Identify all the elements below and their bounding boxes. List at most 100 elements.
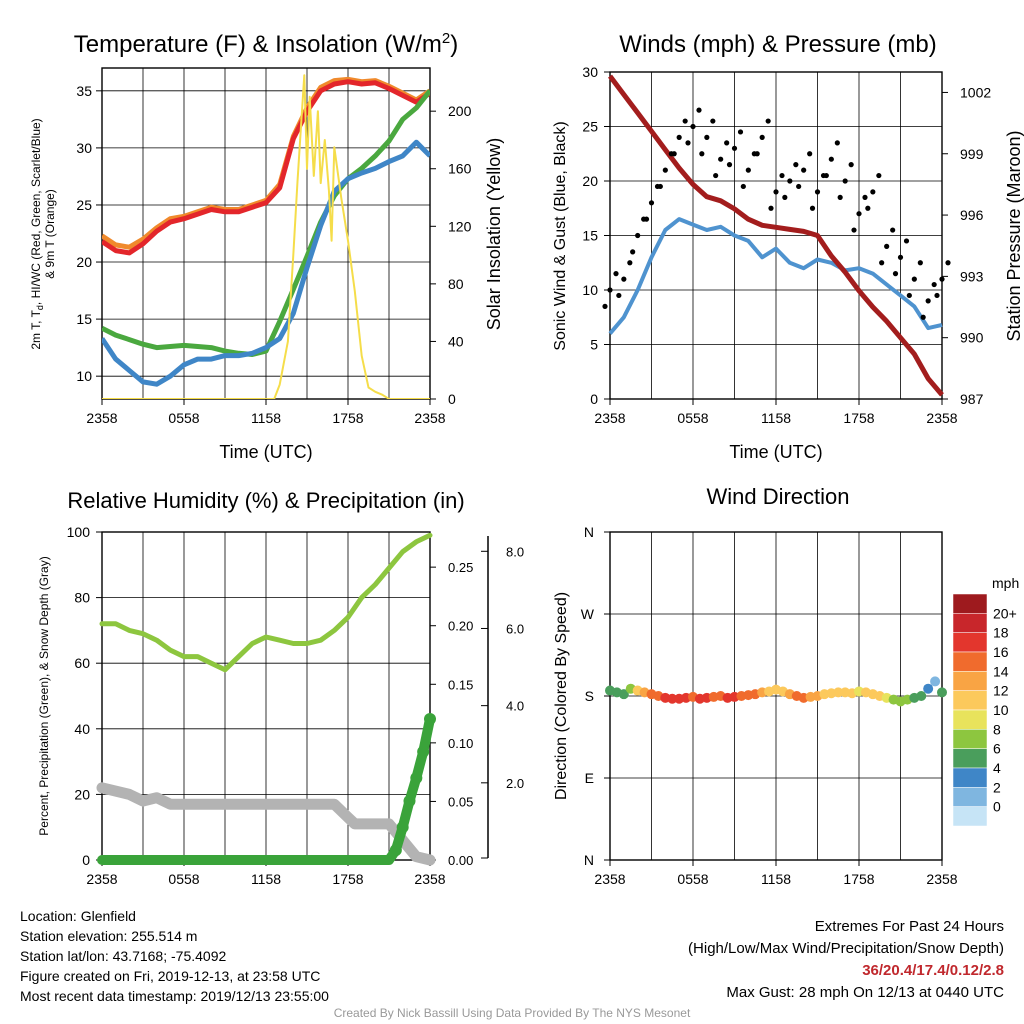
y-axis-title: Sonic Wind & Gust (Blue, Black)	[552, 121, 569, 350]
gust-point	[796, 183, 802, 190]
gust-point	[890, 227, 896, 233]
y-axis-title: Direction (Colored By Speed)	[553, 592, 570, 800]
gust-point	[787, 178, 793, 184]
snow-tick-label: 6.0	[506, 621, 524, 636]
precip-point	[410, 772, 423, 784]
x-tick-label: 2358	[594, 410, 625, 426]
y-tick-label: 60	[74, 655, 90, 671]
y-axis-title-2: & 9m T (Orange)	[43, 189, 57, 279]
gust-point	[635, 232, 641, 239]
gust-point	[793, 162, 799, 168]
colorbar-label: 18	[993, 625, 1009, 641]
gust-point	[696, 107, 702, 113]
y2-tick-label: 160	[448, 161, 472, 177]
gust-point	[648, 200, 655, 206]
direction-point	[923, 683, 934, 694]
precip-tick-label: 0.10	[448, 736, 473, 751]
direction-point	[667, 693, 678, 704]
precip-tick-label: 0.20	[448, 619, 473, 634]
y-tick-label: 80	[74, 590, 90, 606]
gust-point	[726, 162, 733, 168]
y-tick-label: N	[584, 524, 594, 540]
gust-point	[630, 249, 636, 255]
colorbar-swatch	[952, 787, 988, 807]
colorbar-swatch	[952, 613, 988, 633]
gust-point	[779, 172, 785, 179]
station-info: Location: Glenfield Station elevation: 2…	[20, 906, 329, 1006]
colorbar-label: 0	[993, 799, 1001, 815]
x-tick-label: 1158	[251, 410, 281, 426]
colorbar-label: 6	[993, 741, 1001, 757]
gust-point	[613, 271, 619, 277]
snow-tick-label: 2.0	[506, 776, 524, 791]
direction-point	[916, 691, 927, 701]
series-line-1	[99, 532, 433, 673]
y-tick-label: 20	[76, 254, 92, 270]
y2-tick-label: 40	[448, 333, 464, 349]
gust-point	[814, 189, 821, 195]
gust-point	[851, 227, 857, 233]
gust-point	[740, 183, 746, 190]
gust-point	[685, 140, 691, 146]
precip-tick-label: 0.15	[448, 677, 473, 692]
colorbar-title: mph	[992, 575, 1019, 591]
x-tick-label: 2358	[926, 410, 957, 426]
y-tick-label: N	[584, 852, 594, 868]
recent-text: Most recent data timestamp: 2019/12/13 2…	[20, 988, 329, 1004]
x-tick-label: 0558	[677, 871, 708, 887]
y-tick-label: 25	[582, 119, 598, 135]
gust-point	[897, 254, 904, 260]
gust-point	[809, 205, 816, 211]
y-tick-label: 5	[590, 337, 598, 353]
y-tick-label: E	[585, 770, 594, 786]
precip-tick-label: 0.25	[448, 560, 473, 575]
y2-tick-label: 120	[448, 218, 472, 234]
gust-point	[925, 298, 931, 304]
colorbar-swatch	[952, 806, 988, 827]
x-tick-label: 1758	[843, 871, 874, 887]
gust-point	[759, 134, 765, 140]
y2-tick-label: 1002	[960, 84, 991, 100]
series-line-3	[97, 714, 435, 865]
y-tick-label: W	[581, 606, 595, 622]
x-axis-title: Time (UTC)	[219, 442, 312, 462]
gust-point	[823, 172, 829, 179]
y-tick-label: 15	[582, 228, 598, 244]
series-line-5	[102, 74, 430, 399]
gust-point	[837, 194, 843, 200]
x-axis-title: Time (UTC)	[729, 442, 822, 462]
x-tick-label: 2358	[86, 410, 117, 426]
colorbar-label: 14	[993, 663, 1009, 679]
gust-point	[724, 140, 730, 146]
gust-point	[782, 194, 788, 200]
snow-tick-label: 4.0	[506, 699, 524, 714]
gust-point	[704, 134, 710, 140]
precip-point	[396, 821, 409, 834]
colorbar-swatch	[952, 729, 988, 749]
direction-point	[833, 687, 844, 698]
y-axis-title: Percent, Precipitation (Green), & Snow D…	[37, 556, 51, 835]
y-tick-label: 0	[590, 391, 598, 407]
gust-point	[621, 276, 627, 282]
y-axis-title: 2m T, Td, HI/WC (Red, Green, Scarlet/Blu…	[29, 118, 45, 349]
max-gust-text: Max Gust: 28 mph On 12/13 at 0440 UTC	[726, 984, 1004, 1001]
extremes-values: 36/20.4/17.4/0.12/2.8	[862, 962, 1004, 979]
gust-point	[876, 172, 882, 179]
gust-point	[713, 172, 719, 179]
x-tick-label: 0558	[168, 871, 199, 887]
gust-point	[879, 260, 885, 266]
y2-tick-label: 200	[448, 103, 472, 119]
gust-point	[934, 292, 940, 299]
colorbar-swatch	[952, 748, 988, 769]
gust-point	[607, 287, 613, 293]
gust-point	[906, 292, 912, 299]
gust-point	[911, 276, 917, 282]
gust-point	[903, 238, 910, 244]
x-tick-label: 2358	[86, 871, 117, 887]
gust-point	[657, 183, 663, 190]
y-tick-label: 10	[582, 282, 598, 298]
gust-point	[676, 134, 682, 140]
y2-tick-label: 993	[960, 268, 984, 284]
colorbar-swatch	[952, 651, 988, 672]
